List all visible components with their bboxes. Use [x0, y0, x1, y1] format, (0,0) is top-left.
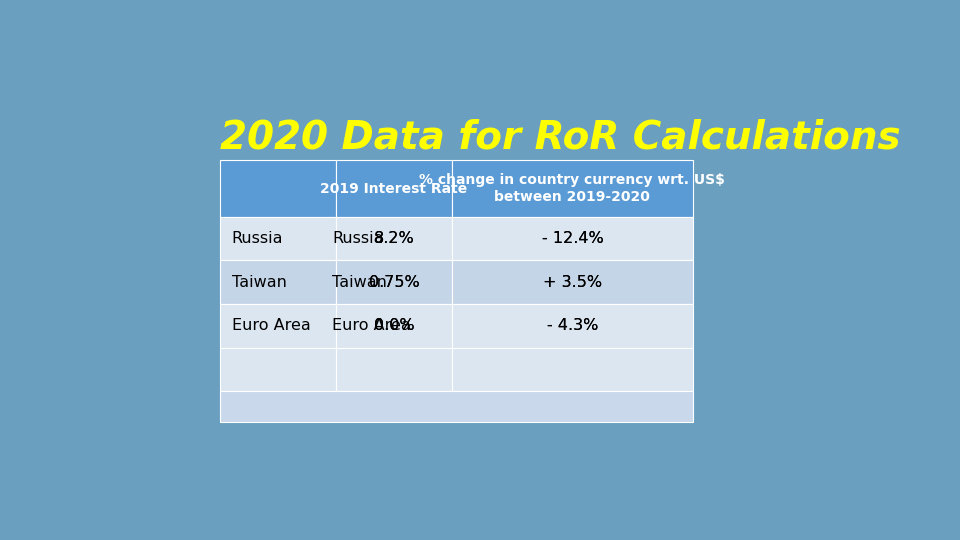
- Bar: [452, 348, 693, 391]
- Text: 0.0%: 0.0%: [373, 318, 415, 333]
- Bar: [336, 260, 452, 304]
- Bar: [221, 304, 336, 348]
- Text: Russia: Russia: [231, 231, 283, 246]
- Bar: [336, 348, 452, 391]
- Bar: [336, 304, 452, 348]
- Text: Russia: Russia: [332, 231, 384, 246]
- Bar: [221, 260, 336, 304]
- Bar: [221, 160, 336, 217]
- Text: - 12.4%: - 12.4%: [541, 231, 603, 246]
- Text: Euro Area: Euro Area: [332, 318, 411, 333]
- Bar: [221, 217, 336, 260]
- Text: 2020 Data for RoR Calculations: 2020 Data for RoR Calculations: [221, 119, 901, 157]
- Text: 8.2%: 8.2%: [373, 231, 415, 246]
- Text: % change in country currency wrt. US$
between 2019-2020: % change in country currency wrt. US$ be…: [420, 173, 726, 204]
- Bar: [452, 260, 693, 304]
- Bar: [336, 217, 452, 260]
- Text: + 3.5%: + 3.5%: [542, 274, 602, 289]
- Text: 0.75%: 0.75%: [369, 274, 420, 289]
- Text: Euro Area: Euro Area: [231, 318, 310, 333]
- Text: - 12.4%: - 12.4%: [541, 231, 603, 246]
- Text: 0.75%: 0.75%: [369, 274, 420, 289]
- Text: Taiwan: Taiwan: [231, 274, 286, 289]
- Bar: [452, 304, 693, 348]
- Text: - 4.3%: - 4.3%: [547, 318, 598, 333]
- Bar: [452, 217, 693, 260]
- Text: 8.2%: 8.2%: [373, 231, 415, 246]
- Text: 0.0%: 0.0%: [373, 318, 415, 333]
- Bar: [221, 348, 336, 391]
- Text: + 3.5%: + 3.5%: [542, 274, 602, 289]
- Text: Taiwan: Taiwan: [332, 274, 387, 289]
- Bar: [221, 391, 693, 422]
- Text: 2019 Interest Rate: 2019 Interest Rate: [321, 181, 468, 195]
- Text: - 4.3%: - 4.3%: [547, 318, 598, 333]
- Bar: [452, 160, 693, 217]
- Bar: [336, 160, 452, 217]
